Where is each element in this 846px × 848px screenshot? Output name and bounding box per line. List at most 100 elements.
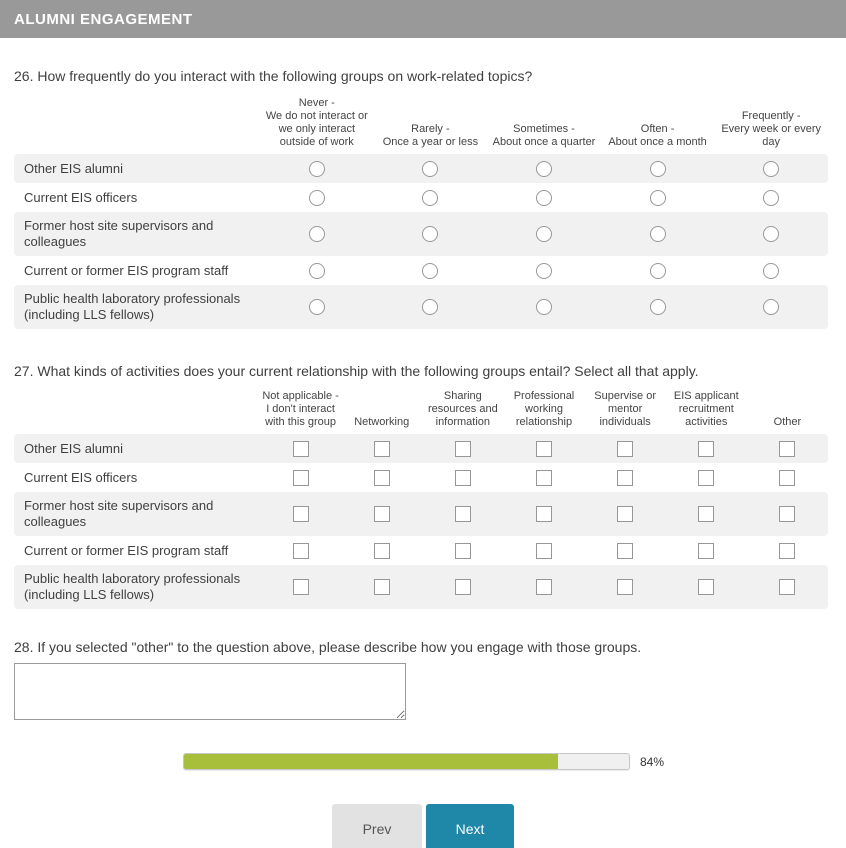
question-26-matrix: Never - We do not interact or we only in…: [14, 97, 828, 329]
column-header-sometimes: Sometimes - About once a quarter: [492, 123, 596, 148]
row-label: Other EIS alumni: [24, 160, 123, 176]
matrix-row-current-eis-officers: Current EIS officers: [14, 183, 828, 212]
radio-button[interactable]: [535, 262, 552, 279]
question-27-matrix-header: Not applicable - I don't interact with t…: [14, 390, 828, 434]
question-26-text: 26. How frequently do you interact with …: [14, 68, 533, 84]
matrix-row-public-health-lab: Public health laboratory professionals (…: [14, 285, 828, 329]
radio-button[interactable]: [535, 189, 552, 206]
row-label: Former host site supervisors and colleag…: [24, 218, 214, 249]
matrix-row-current-eis-officers: Current EIS officers: [14, 463, 828, 492]
radio-button[interactable]: [535, 299, 552, 315]
column-header-never: Never - We do not interact or we only in…: [265, 97, 368, 148]
row-label: Public health laboratory professionals (…: [24, 571, 241, 602]
radio-button[interactable]: [422, 299, 439, 315]
checkbox[interactable]: [779, 469, 796, 486]
column-header-not-applicable: Not applicable - I don't interact with t…: [262, 390, 339, 428]
checkbox[interactable]: [698, 579, 715, 595]
checkbox[interactable]: [373, 542, 390, 559]
nav-buttons: Prev Next: [14, 804, 832, 848]
radio-button[interactable]: [308, 160, 325, 177]
column-header-sharing-resources: Sharing resources and information: [427, 390, 498, 428]
radio-button[interactable]: [422, 262, 439, 279]
radio-button[interactable]: [649, 160, 666, 177]
row-label: Current EIS officers: [24, 189, 138, 205]
prev-button[interactable]: Prev: [332, 804, 422, 848]
radio-button[interactable]: [308, 299, 325, 315]
checkbox[interactable]: [617, 506, 634, 522]
checkbox[interactable]: [454, 506, 471, 522]
checkbox[interactable]: [373, 506, 390, 522]
checkbox[interactable]: [698, 440, 715, 457]
checkbox[interactable]: [292, 440, 309, 457]
radio-button[interactable]: [535, 226, 552, 242]
checkbox[interactable]: [454, 542, 471, 559]
checkbox[interactable]: [617, 579, 634, 595]
matrix-row-former-host-site: Former host site supervisors and colleag…: [14, 212, 828, 256]
radio-button[interactable]: [763, 160, 780, 177]
radio-button[interactable]: [763, 226, 780, 242]
radio-button[interactable]: [308, 262, 325, 279]
checkbox[interactable]: [292, 469, 309, 486]
progress-percent-label: 84%: [640, 754, 665, 769]
checkbox[interactable]: [779, 542, 796, 559]
radio-button[interactable]: [649, 189, 666, 206]
next-button[interactable]: Next: [426, 804, 514, 848]
checkbox[interactable]: [373, 579, 390, 595]
checkbox[interactable]: [779, 579, 796, 595]
checkbox[interactable]: [698, 506, 715, 522]
checkbox[interactable]: [373, 440, 390, 457]
checkbox[interactable]: [292, 542, 309, 559]
checkbox[interactable]: [698, 469, 715, 486]
radio-button[interactable]: [649, 262, 666, 279]
matrix-row-eis-program-staff: Current or former EIS program staff: [14, 256, 828, 285]
column-header-supervise-mentor: Supervise or mentor individuals: [594, 390, 657, 428]
question-27-text: 27. What kinds of activities does your c…: [14, 363, 699, 379]
progress-bar: 84%: [183, 753, 832, 770]
radio-button[interactable]: [763, 262, 780, 279]
checkbox[interactable]: [779, 440, 796, 457]
column-header-networking: Networking: [354, 416, 410, 428]
column-header-often: Often - About once a month: [608, 123, 707, 148]
checkbox[interactable]: [617, 440, 634, 457]
progress-fill: [184, 754, 558, 769]
checkbox[interactable]: [292, 579, 309, 595]
question-28-text: 28. If you selected "other" to the quest…: [14, 639, 642, 655]
checkbox[interactable]: [373, 469, 390, 486]
radio-button[interactable]: [308, 226, 325, 242]
radio-button[interactable]: [535, 160, 552, 177]
row-label: Former host site supervisors and colleag…: [24, 498, 214, 529]
radio-button[interactable]: [649, 226, 666, 242]
checkbox[interactable]: [454, 579, 471, 595]
checkbox[interactable]: [535, 440, 552, 457]
matrix-row-other-eis-alumni: Other EIS alumni: [14, 154, 828, 183]
column-header-rarely: Rarely - Once a year or less: [382, 123, 479, 148]
checkbox[interactable]: [535, 469, 552, 486]
radio-button[interactable]: [422, 189, 439, 206]
radio-button[interactable]: [308, 189, 325, 206]
radio-button[interactable]: [422, 226, 439, 242]
radio-button[interactable]: [763, 189, 780, 206]
row-label: Other EIS alumni: [24, 440, 123, 456]
checkbox[interactable]: [454, 469, 471, 486]
checkbox[interactable]: [617, 542, 634, 559]
radio-button[interactable]: [649, 299, 666, 315]
checkbox[interactable]: [617, 469, 634, 486]
checkbox[interactable]: [454, 440, 471, 457]
checkbox[interactable]: [779, 506, 796, 522]
checkbox[interactable]: [698, 542, 715, 559]
matrix-row-former-host-site: Former host site supervisors and colleag…: [14, 492, 828, 536]
checkbox[interactable]: [535, 579, 552, 595]
row-label: Current EIS officers: [24, 469, 138, 485]
page-title: ALUMNI ENGAGEMENT: [14, 10, 193, 28]
radio-button[interactable]: [422, 160, 439, 177]
row-label: Public health laboratory professionals (…: [24, 291, 241, 322]
checkbox[interactable]: [535, 542, 552, 559]
question-28-answer-input[interactable]: [14, 663, 406, 720]
column-header-frequently: Frequently - Every week or every day: [721, 110, 821, 148]
radio-button[interactable]: [763, 299, 780, 315]
matrix-row-public-health-lab: Public health laboratory professionals (…: [14, 565, 828, 609]
checkbox[interactable]: [292, 506, 309, 522]
row-label: Current or former EIS program staff: [24, 262, 229, 278]
checkbox[interactable]: [535, 506, 552, 522]
matrix-row-other-eis-alumni: Other EIS alumni: [14, 434, 828, 463]
